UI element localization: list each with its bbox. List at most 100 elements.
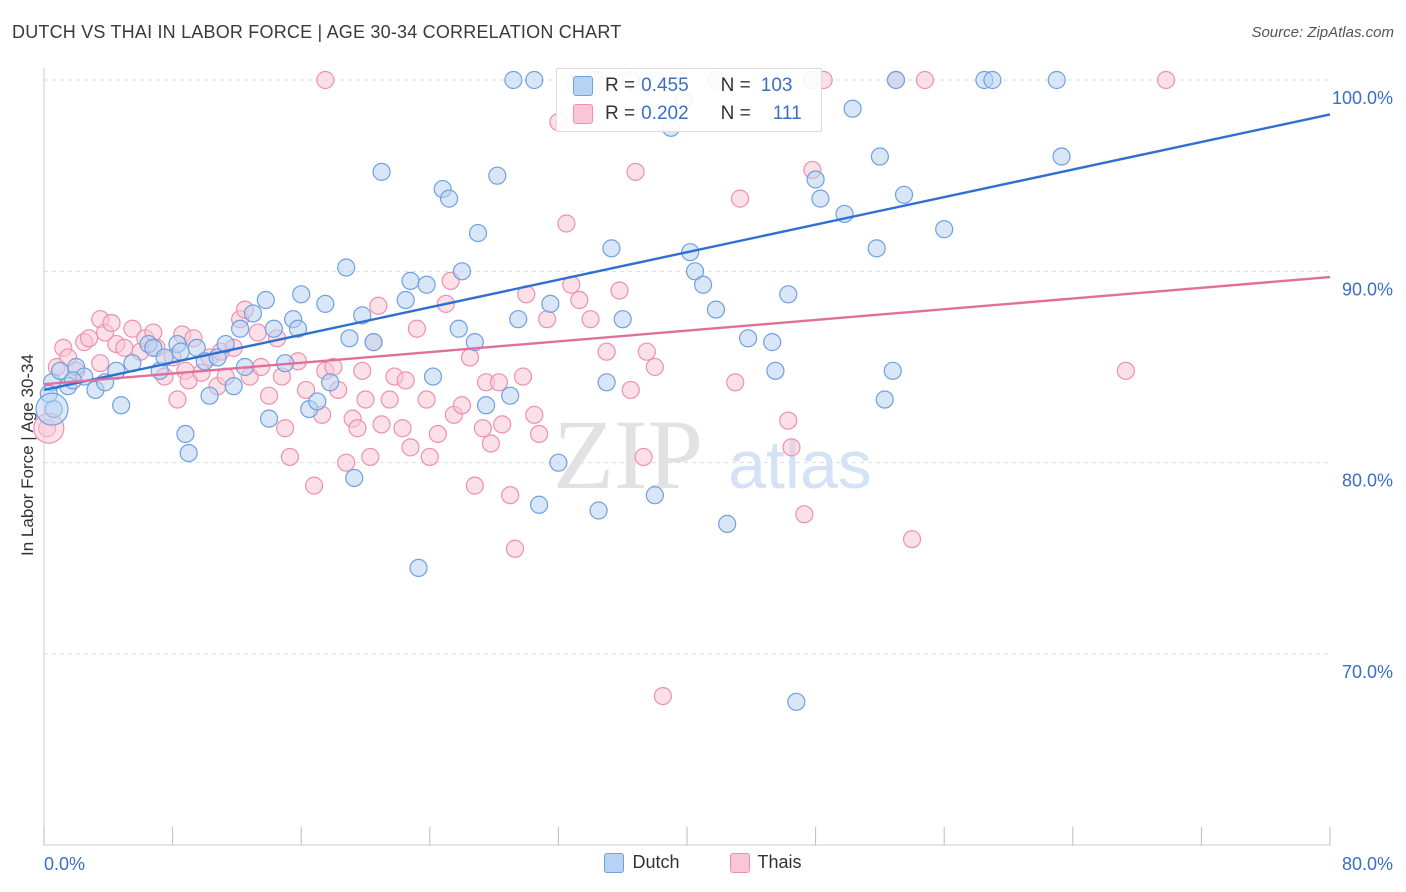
dutch-point	[409, 558, 428, 578]
thais-point	[1156, 70, 1176, 90]
n-label: N =	[720, 75, 751, 96]
thais-point	[513, 367, 533, 386]
thais-point	[597, 342, 616, 361]
thais-point	[637, 342, 656, 361]
thais-point	[465, 476, 484, 495]
dutch-trend-line	[43, 113, 1331, 392]
thais-point	[653, 686, 672, 706]
thais-point	[407, 319, 427, 338]
watermark: ZIP atlas	[553, 399, 872, 510]
dutch-point	[321, 373, 340, 392]
dutch-point	[504, 70, 523, 90]
dutch-point	[867, 239, 886, 258]
dutch-point	[806, 170, 825, 189]
dutch-point	[224, 377, 243, 396]
thais-point	[489, 373, 509, 392]
dutch-point	[337, 258, 356, 277]
chart-title: DUTCH VS THAI IN LABOR FORCE | AGE 30-34…	[12, 22, 622, 42]
dutch-point	[465, 333, 484, 352]
watermark-zip: ZIP	[553, 399, 703, 510]
thais-point	[610, 281, 629, 300]
source-note: Source: ZipAtlas.com	[1251, 24, 1394, 41]
thais-point	[353, 361, 372, 380]
dutch-point	[613, 310, 632, 329]
dutch-point	[935, 220, 954, 239]
thais-point	[361, 447, 380, 467]
dutch-point	[870, 147, 890, 166]
dutch-point	[353, 306, 372, 325]
thais-point	[915, 70, 935, 90]
watermark-atlas: atlas	[728, 427, 872, 503]
dutch-point	[316, 294, 335, 313]
dutch-point	[602, 239, 621, 258]
dutch-point	[706, 300, 726, 319]
dutch-point	[176, 424, 195, 444]
dutch-point	[288, 319, 308, 338]
thais-point	[123, 319, 142, 338]
dutch-point	[439, 189, 459, 208]
dutch-point	[452, 262, 472, 281]
thais-point	[280, 447, 300, 467]
thais-point	[380, 390, 399, 409]
thais-point	[316, 70, 335, 90]
thais-point	[259, 386, 279, 405]
r-value: 0.202	[641, 103, 689, 124]
dutch-point	[340, 329, 359, 348]
thais-point	[726, 373, 745, 392]
dutch-point	[738, 329, 758, 348]
thais-point	[530, 424, 549, 444]
stats-row-dutch: R = 0.455 N = 103	[573, 72, 792, 100]
thais-point	[902, 530, 922, 549]
dutch-point	[541, 294, 560, 313]
thais-point	[248, 323, 267, 342]
dutch-point	[525, 70, 544, 90]
x-tick-labels: 0.0% 80.0%	[44, 854, 1393, 874]
dutch-point	[423, 367, 443, 386]
thais-point	[79, 329, 99, 348]
y-tick-label: 80.0%	[1342, 471, 1393, 491]
thais-point	[369, 296, 388, 315]
axes	[43, 68, 1331, 846]
y-tick-labels: 70.0% 80.0% 90.0% 100.0%	[1332, 88, 1393, 682]
thais-point	[557, 214, 576, 233]
stats-swatch-dutch	[573, 76, 593, 96]
thais-point	[505, 539, 525, 558]
dutch-point	[685, 262, 705, 281]
dutch-point	[501, 386, 520, 405]
dutch-points	[35, 70, 1071, 711]
dutch-point	[589, 501, 608, 520]
thais-point	[337, 453, 356, 472]
dutch-point	[766, 361, 785, 380]
n-value: 111	[772, 103, 802, 124]
thais-point	[460, 348, 480, 367]
thais-point	[452, 396, 472, 415]
dutch-point	[292, 285, 311, 304]
thais-point	[493, 415, 512, 434]
dutch-point	[718, 514, 737, 533]
dutch-point	[200, 386, 219, 405]
r-label: R =	[605, 75, 636, 96]
thais-point	[626, 162, 645, 181]
thais-point	[428, 424, 447, 444]
legend-item-thais[interactable]: Thais	[729, 852, 802, 873]
dutch-point	[1052, 147, 1071, 166]
thais-trend-line	[43, 275, 1331, 386]
thais-point	[473, 419, 492, 438]
dutch-point	[372, 162, 391, 181]
legend-swatch-dutch	[604, 852, 625, 873]
dutch-point	[155, 348, 174, 367]
dutch-point	[417, 275, 436, 294]
x-tick-label: 0.0%	[44, 854, 85, 874]
dutch-point	[449, 319, 468, 338]
dutch-point	[216, 334, 235, 354]
dutch-point	[488, 166, 507, 185]
n-label: N =	[720, 103, 751, 124]
thais-point	[581, 310, 600, 329]
series-legend: Dutch Thais	[0, 852, 1406, 873]
legend-label-thais: Thais	[757, 852, 802, 872]
dutch-point	[983, 70, 1002, 90]
dutch-point	[345, 468, 364, 488]
thais-point	[570, 290, 589, 310]
legend-item-dutch[interactable]: Dutch	[604, 852, 680, 873]
thais-point	[168, 390, 187, 409]
